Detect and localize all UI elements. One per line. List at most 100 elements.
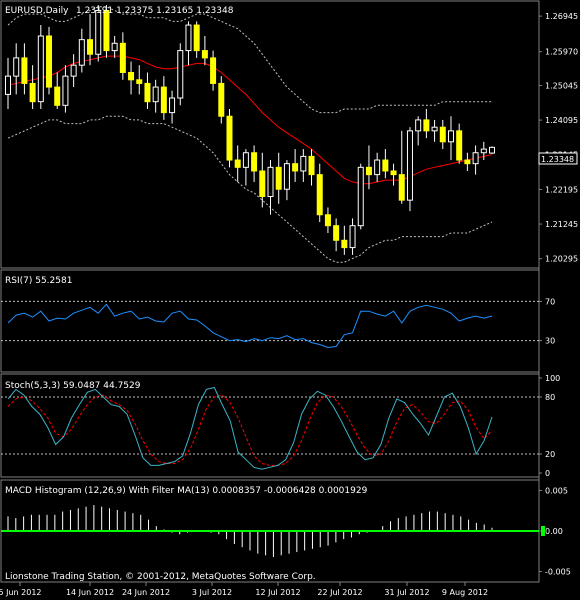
stochastic-panel[interactable]: Stoch(5,3,3) 59.0487 44.7529 <box>1 381 539 470</box>
candle-body <box>259 170 266 198</box>
macd-title: MACD Histogram (12,26,9) With Filter MA(… <box>5 486 368 496</box>
candle-body <box>374 159 381 176</box>
candle-body <box>349 225 356 249</box>
candle-body <box>275 166 282 190</box>
candle-body <box>365 166 372 176</box>
rsi-frame <box>0 269 540 373</box>
candle-body <box>324 214 331 227</box>
rsi-title: RSI(7) 55.2581 <box>5 276 72 286</box>
candle-body <box>267 166 274 198</box>
time-tick-label: 31 Jul 2012 <box>384 588 429 597</box>
stoch-tick-label: 0 <box>545 469 550 478</box>
candle-body <box>308 155 315 176</box>
macd-tick-label: -0.005 <box>545 568 571 577</box>
candle-body <box>283 163 290 190</box>
candle-body <box>398 174 405 201</box>
price-tick-label: 1.26945 <box>545 12 578 21</box>
candles <box>5 5 495 255</box>
rsi-panel[interactable]: RSI(7) 55.2581 <box>1 276 539 349</box>
candle-body <box>423 119 430 132</box>
macd-zero-marker <box>541 526 545 536</box>
candle-body <box>464 159 471 165</box>
candle-body <box>193 24 200 52</box>
price-tick-label: 1.25045 <box>545 81 578 90</box>
candle-body <box>160 86 167 114</box>
time-tick-label: 5 Jun 2012 <box>0 588 42 597</box>
candle-body <box>13 57 20 77</box>
candle-body <box>382 159 389 172</box>
time-axis: 5 Jun 2012 14 Jun 2012 24 Jun 2012 3 Jul 20… <box>0 582 488 597</box>
stoch-tick-label: 20 <box>545 450 555 459</box>
candle-body <box>152 86 159 103</box>
current-price-tag: 1.23348 <box>538 152 578 165</box>
candle-body <box>472 152 479 165</box>
ohlc-values: 1.23191 1.23375 1.23165 1.23348 <box>76 6 234 16</box>
candle-body <box>201 50 208 59</box>
candle-body <box>456 130 463 161</box>
candle-body <box>21 57 28 84</box>
candle-body <box>46 35 53 88</box>
candle-body <box>292 163 299 172</box>
candle-body <box>136 79 143 84</box>
upper-band-line <box>7 6 492 114</box>
time-tick-label: 24 Jun 2012 <box>122 588 170 597</box>
candle-body <box>62 75 69 106</box>
candle-body <box>251 152 258 172</box>
time-tick-label: 22 Jul 2012 <box>317 588 362 597</box>
time-tick-label: 9 Aug 2012 <box>442 588 488 597</box>
candle-body <box>128 71 135 81</box>
stoch-main-line <box>7 386 493 470</box>
candle-body <box>316 174 323 216</box>
macd-tick-label: 0.00 <box>545 527 563 536</box>
candle-body <box>341 239 348 249</box>
stoch-signal-line <box>7 394 493 466</box>
time-tick-label: 14 Jun 2012 <box>66 588 114 597</box>
stoch-tick-label: 80 <box>545 393 555 402</box>
stoch-title: Stoch(5,3,3) 59.0487 44.7529 <box>5 381 141 391</box>
macd-panel[interactable]: MACD Histogram (12,26,9) With Filter MA(… <box>1 486 539 582</box>
candle-body <box>177 50 184 99</box>
candle-body <box>169 97 176 114</box>
candle-body <box>447 130 454 143</box>
copyright-footer: Lionstone Trading Station, © 2001-2012, … <box>5 572 316 582</box>
candle-body <box>489 146 495 154</box>
symbol-title: EURUSD,Daily <box>5 6 69 16</box>
candle-body <box>218 82 225 117</box>
candle-body <box>185 24 192 52</box>
price-axis: 1.269451.259701.250451.240951.231451.221… <box>539 12 578 577</box>
candle-body <box>242 152 249 168</box>
candle-body <box>415 119 422 132</box>
candle-body <box>54 86 61 106</box>
current-price-label: 1.23348 <box>541 155 574 164</box>
lower-band-line <box>7 115 493 263</box>
candle-body <box>119 42 126 73</box>
candle-body <box>37 35 44 103</box>
rsi-line <box>7 303 493 349</box>
candle-body <box>103 9 110 52</box>
candle-body <box>234 159 241 168</box>
price-tick-label: 1.20295 <box>545 255 578 264</box>
price-tick-label: 1.24095 <box>545 116 578 125</box>
candle-body <box>5 75 11 95</box>
candle-body <box>29 82 36 103</box>
price-tick-label: 1.21245 <box>545 220 578 229</box>
bollinger-bands <box>7 6 493 263</box>
candle-body <box>333 225 340 241</box>
candle-body <box>406 130 413 201</box>
rsi-tick-label: 30 <box>545 337 555 346</box>
candle-body <box>357 166 364 227</box>
macd-tick-label: 0.005 <box>545 486 568 495</box>
candle-body <box>144 82 151 103</box>
time-tick-label: 3 Jul 2012 <box>192 588 232 597</box>
price-panel[interactable]: EURUSD,Daily 1.23191 1.23375 1.23165 1.2… <box>5 5 495 263</box>
time-tick-label: 12 Jul 2012 <box>255 588 300 597</box>
candle-body <box>210 57 217 84</box>
candle-body <box>226 115 233 161</box>
price-tick-label: 1.22195 <box>545 185 578 194</box>
price-tick-label: 1.25970 <box>545 48 578 57</box>
stoch-tick-label: 100 <box>545 374 560 383</box>
candle-body <box>439 126 446 143</box>
candle-body <box>95 9 102 55</box>
